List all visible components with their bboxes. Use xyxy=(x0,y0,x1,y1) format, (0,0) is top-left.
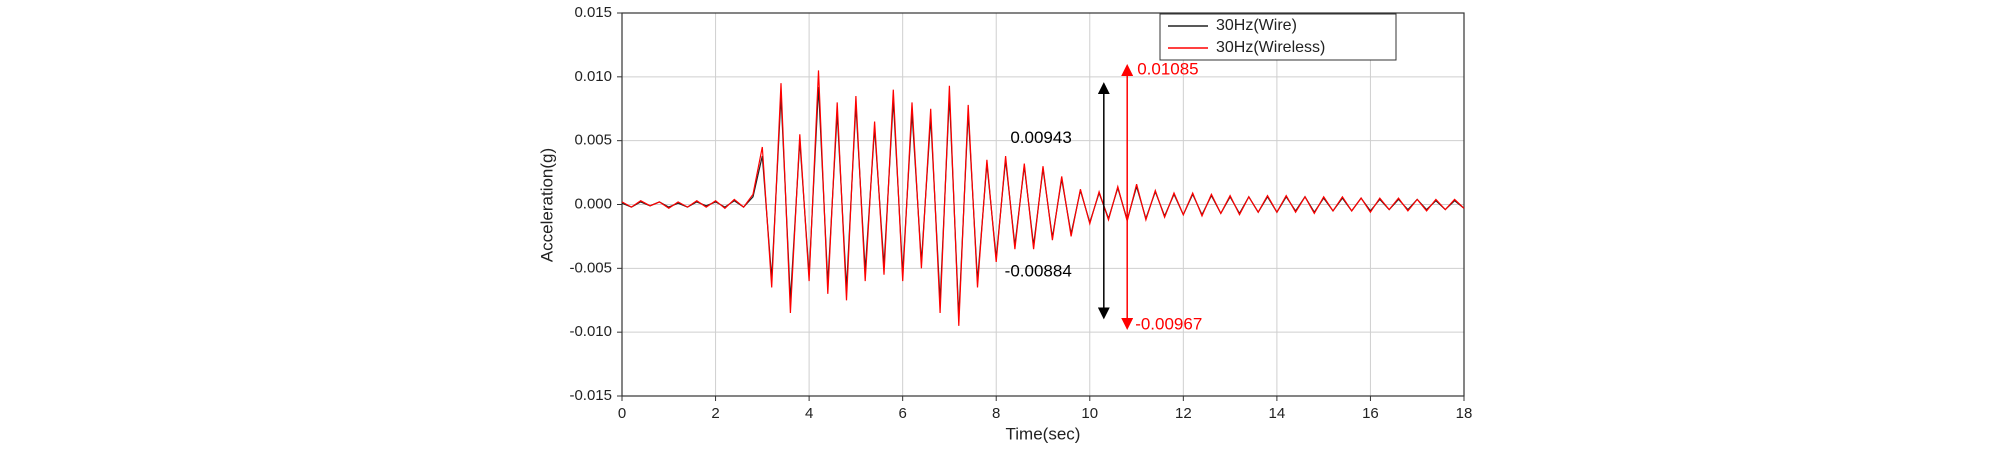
series-line xyxy=(621,70,1465,326)
annotation: 0.01085 xyxy=(1137,59,1198,78)
x-tick-label: 12 xyxy=(1175,405,1192,422)
x-tick-label: 0 xyxy=(618,405,626,422)
y-tick-label: 0.010 xyxy=(574,68,612,85)
y-tick-label: -0.010 xyxy=(569,323,612,340)
y-tick-label: -0.005 xyxy=(569,259,612,276)
y-tick-label: 0.015 xyxy=(574,4,612,21)
legend-label: 30Hz(Wire) xyxy=(1216,17,1297,34)
legend-box xyxy=(1159,13,1397,61)
y-tick-label: -0.015 xyxy=(569,387,612,404)
x-tick-label: 10 xyxy=(1081,405,1098,422)
x-tick-label: 2 xyxy=(711,405,719,422)
annotation: -0.00967 xyxy=(1135,314,1202,333)
y-tick-label: 0.005 xyxy=(574,132,612,149)
annotation: 0.00943 xyxy=(1010,128,1071,147)
x-tick-label: 6 xyxy=(898,405,906,422)
y-tick-label: 0.000 xyxy=(574,195,612,212)
plot-frame xyxy=(621,12,1465,397)
x-tick-label: 18 xyxy=(1456,405,1473,422)
x-tick-label: 4 xyxy=(805,405,813,422)
x-tick-label: 14 xyxy=(1269,405,1286,422)
x-tick-label: 16 xyxy=(1362,405,1379,422)
annotation: -0.00884 xyxy=(1005,262,1072,281)
y-axis-title: Acceleration(g) xyxy=(537,148,556,262)
x-axis-title: Time(sec) xyxy=(1006,424,1081,443)
legend-label: 30Hz(Wireless) xyxy=(1216,39,1325,56)
x-tick-label: 8 xyxy=(992,405,1000,422)
